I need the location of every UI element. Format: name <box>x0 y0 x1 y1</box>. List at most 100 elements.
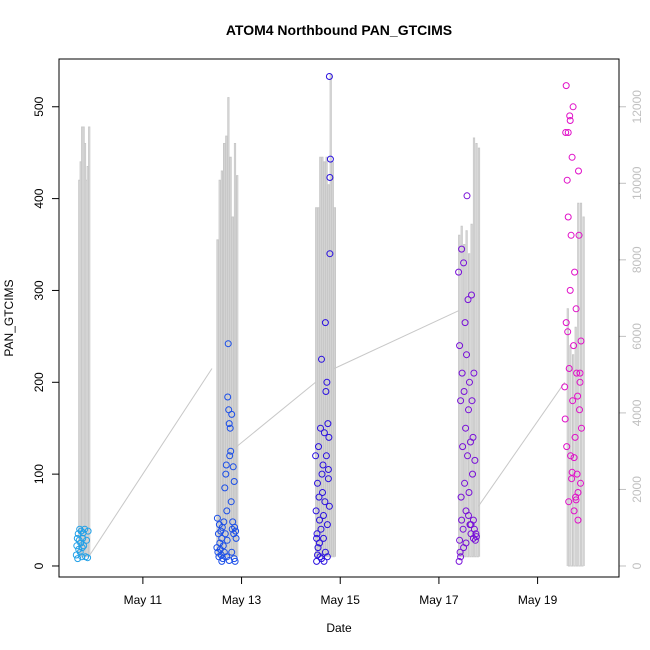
y2-tick-label: 0 <box>630 562 644 569</box>
data-point <box>459 525 467 533</box>
y2-tick-label: 2000 <box>630 476 644 503</box>
data-point <box>312 507 320 515</box>
data-point <box>568 153 576 161</box>
data-point <box>462 424 470 432</box>
data-point <box>318 355 325 363</box>
data-point <box>564 213 572 221</box>
data-point <box>456 548 464 556</box>
data-point <box>461 319 469 327</box>
data-point <box>317 424 324 432</box>
data-point <box>226 424 234 432</box>
data-point <box>76 525 84 533</box>
data-point <box>80 542 88 550</box>
data-point <box>464 452 471 460</box>
data-point <box>317 525 325 533</box>
data-point <box>220 518 228 526</box>
data-point <box>316 516 323 524</box>
data-point <box>460 259 468 267</box>
data-point <box>314 479 321 487</box>
data-point <box>458 245 466 253</box>
data-point <box>570 507 578 515</box>
data-point <box>320 429 328 437</box>
data-point <box>326 155 334 163</box>
data-point <box>565 498 573 506</box>
data-point <box>576 369 584 377</box>
axes: May 11 May 13 May 15 May 17 May 19 0 100 200 300… <box>32 90 644 607</box>
series-4 <box>455 192 480 565</box>
y2-tick-label: 8000 <box>630 246 644 273</box>
data-point <box>456 342 464 350</box>
data-point <box>562 319 570 327</box>
data-point <box>572 496 580 504</box>
data-point <box>224 393 232 401</box>
data-point <box>231 523 239 531</box>
data-point <box>465 512 472 519</box>
data-point <box>218 557 226 565</box>
data-point <box>222 470 230 478</box>
data-point <box>574 392 582 400</box>
data-point <box>576 378 584 386</box>
data-point <box>325 73 333 80</box>
data-point <box>229 463 237 471</box>
data-point <box>470 369 478 377</box>
x-tick-label: May 15 <box>321 593 361 607</box>
x-tick-label: May 19 <box>518 593 558 607</box>
data-point <box>466 378 473 386</box>
data-point <box>320 534 327 542</box>
data-point <box>315 443 322 451</box>
y-tick-label: 500 <box>32 96 46 116</box>
data-point <box>564 328 572 336</box>
data-point <box>561 383 569 391</box>
data-point <box>213 514 221 522</box>
data-point <box>325 433 333 441</box>
data-point <box>575 167 582 175</box>
data-point <box>219 542 227 550</box>
data-point <box>561 415 569 423</box>
data-point <box>462 539 470 547</box>
data-point <box>457 553 465 561</box>
secondary-segment-4 <box>458 137 481 558</box>
data-point <box>324 475 332 483</box>
data-point <box>223 553 231 561</box>
data-point <box>567 452 575 460</box>
data-point <box>565 365 573 372</box>
data-point <box>574 489 582 496</box>
y-tick-label: 400 <box>32 188 46 208</box>
data-point <box>577 479 584 487</box>
data-point <box>458 369 466 377</box>
data-point <box>459 443 467 451</box>
data-point <box>455 268 463 276</box>
data-point <box>471 456 479 464</box>
data-point <box>564 129 572 136</box>
data-point <box>320 512 327 519</box>
data-point <box>314 551 321 559</box>
data-point <box>456 536 464 544</box>
secondary-connector-2 <box>236 381 316 447</box>
data-point <box>563 443 571 451</box>
data-point <box>469 433 477 441</box>
data-point <box>562 129 570 136</box>
secondary-connector-1 <box>88 368 213 558</box>
data-point <box>571 268 579 276</box>
data-point <box>575 231 583 239</box>
y-tick-label: 200 <box>32 372 46 392</box>
y-tick-label: 0 <box>32 562 46 569</box>
data-point <box>325 502 333 510</box>
data-point <box>322 452 330 460</box>
data-point <box>222 461 230 469</box>
data-point <box>571 433 579 441</box>
data-point <box>464 296 472 304</box>
data-point <box>84 527 92 535</box>
x-tick-label: May 11 <box>124 593 163 607</box>
y2-tick-label: 6000 <box>630 323 644 350</box>
data-point <box>230 555 238 563</box>
x-axis-label: Date <box>326 621 352 635</box>
data-point <box>224 340 232 348</box>
data-point <box>79 529 87 537</box>
secondary-segment-3 <box>315 74 336 558</box>
data-point <box>458 516 466 524</box>
data-point <box>566 112 574 120</box>
data-point <box>572 305 580 313</box>
data-point <box>319 489 326 496</box>
